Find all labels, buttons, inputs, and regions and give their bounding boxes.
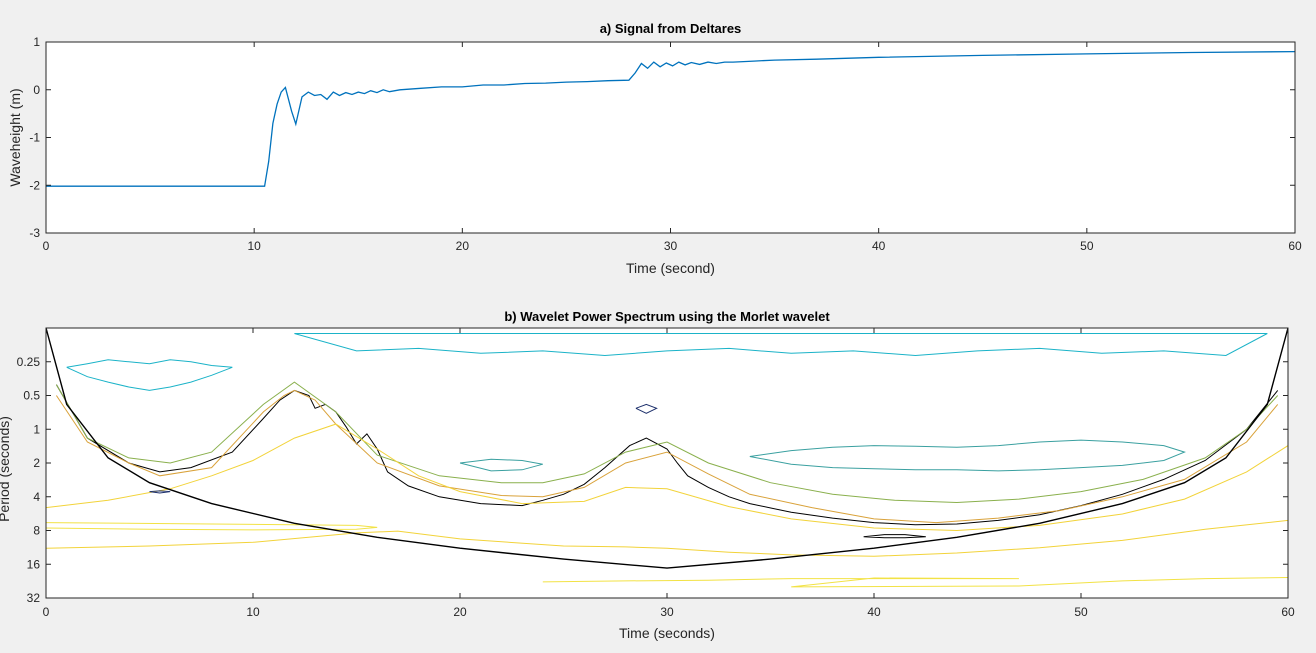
wavelet-x-tick-label: 10: [246, 605, 260, 619]
contour-line-mid-orange: [55, 389, 1279, 524]
signal-x-tick-label: 40: [872, 239, 886, 253]
wavelet-x-tick-label: 0: [43, 605, 50, 619]
contour-line-isolated-small: [863, 534, 926, 539]
wavelet-y-tick-label: 16: [27, 557, 41, 571]
contour-line-high-cyan: [294, 333, 1268, 357]
axes-signal: 0 10 20 30 40 50 60 -3 -2 -1 0 1 a) Signal from De…: [7, 21, 1302, 276]
wavelet-y-ticks: 0.25 0.5 1 2 4 8 16 32: [17, 355, 1288, 605]
wavelet-y-tick-label: 2: [33, 456, 40, 470]
wavelet-x-axis-label: Time (seconds): [619, 625, 715, 641]
wavelet-y-tick-label: 4: [33, 490, 40, 504]
signal-y-tick-label: -2: [29, 178, 40, 192]
wavelet-y-tick-label: 1: [33, 422, 40, 436]
contour-line-high-teal: [749, 439, 1186, 472]
axes-wavelet-background: [46, 328, 1288, 598]
signal-x-tick-label: 0: [43, 239, 50, 253]
wavelet-x-tick-label: 50: [1074, 605, 1088, 619]
axes-wavelet: 0 10 20 30 40 50 60 0.25 0.5 1 2 4 8 16 32 b) Wavelet…: [0, 309, 1295, 641]
signal-x-tick-label: 60: [1288, 239, 1302, 253]
signal-x-tick-label: 20: [456, 239, 470, 253]
contour-line-tail-yellow: [542, 577, 1288, 588]
wavelet-y-tick-label: 32: [27, 591, 41, 605]
contour-line-high-cyan: [66, 359, 233, 391]
wavelet-chart-title: b) Wavelet Power Spectrum using the Morl…: [504, 309, 830, 324]
signal-x-ticks: 0 10 20 30 40 50 60: [43, 42, 1302, 253]
contour-line-significance: [55, 384, 1279, 526]
signal-y-tick-label: -1: [29, 131, 40, 145]
wavelet-y-tick-label: 0.25: [17, 355, 41, 369]
signal-chart-title: a) Signal from Deltares: [600, 21, 742, 36]
signal-series-line: [46, 50, 1296, 187]
signal-x-tick-label: 30: [664, 239, 678, 253]
signal-y-ticks: -3 -2 -1 0 1: [29, 35, 1295, 240]
signal-y-tick-label: 0: [33, 83, 40, 97]
wavelet-x-tick-label: 30: [660, 605, 674, 619]
signal-y-tick-label: 1: [33, 35, 40, 49]
signal-x-tick-label: 50: [1080, 239, 1094, 253]
wavelet-y-tick-label: 0.5: [23, 389, 40, 403]
contour-line-low-yellow-lower: [46, 519, 1288, 557]
signal-x-tick-label: 10: [247, 239, 261, 253]
wavelet-y-tick-label: 8: [33, 524, 40, 538]
wavelet-x-tick-label: 40: [867, 605, 881, 619]
wavelet-y-axis-label: Period (seconds): [0, 416, 12, 522]
axes-signal-background: [46, 42, 1295, 233]
signal-y-axis-label: Waveheight (m): [7, 88, 23, 186]
contour-line-low-yellow-upper: [46, 423, 1288, 532]
contour-line-highest-navy: [149, 490, 171, 494]
contour-line-high-teal: [459, 458, 543, 472]
signal-x-axis-label: Time (second): [626, 260, 715, 276]
wavelet-x-tick-label: 20: [453, 605, 467, 619]
signal-plot-area: [46, 50, 1296, 187]
wavelet-x-tick-label: 60: [1281, 605, 1295, 619]
wavelet-plot-area: [46, 328, 1288, 588]
signal-y-tick-label: -3: [29, 226, 40, 240]
contour-line-lowest-yellow: [46, 522, 378, 531]
cone-of-influence-line: [46, 328, 1288, 569]
contour-line-highest-navy: [635, 403, 658, 414]
contour-line-mid-olive: [55, 381, 1279, 504]
wavelet-x-ticks: 0 10 20 30 40 50 60: [43, 328, 1295, 619]
